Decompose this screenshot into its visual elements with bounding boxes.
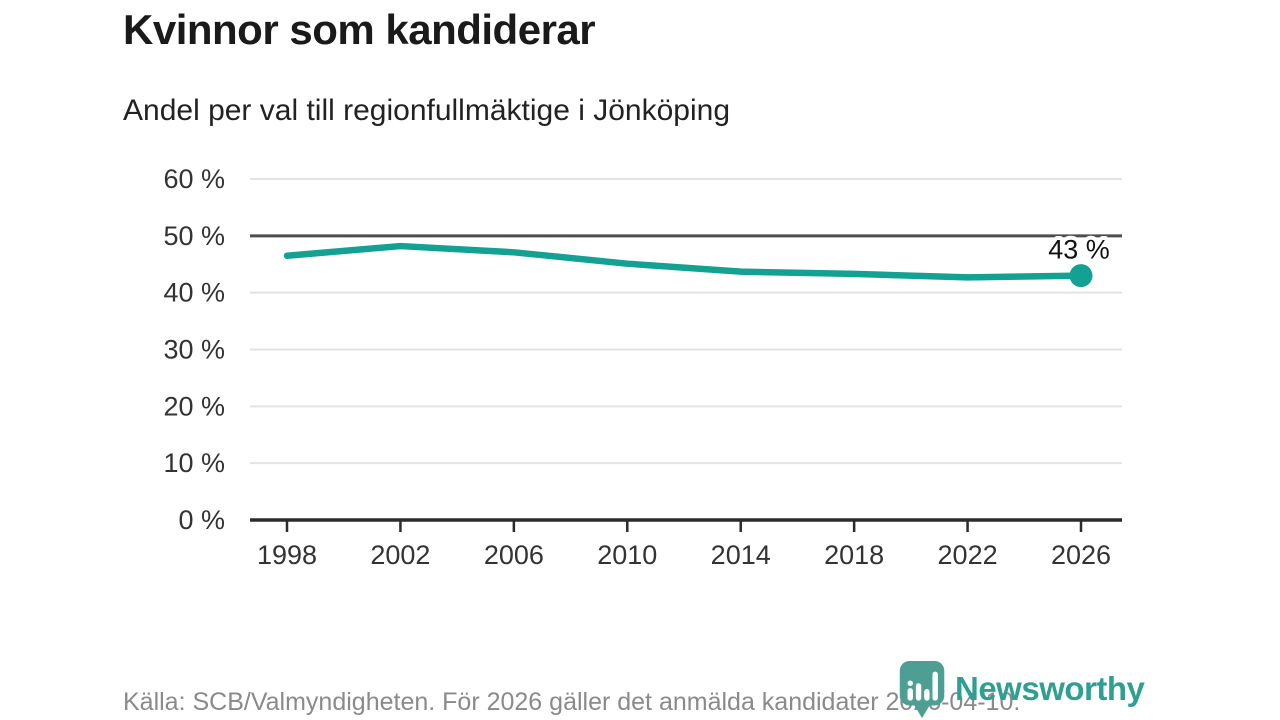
y-axis-tick-label: 40 %	[163, 278, 225, 308]
x-axis-tick-label: 2002	[370, 540, 430, 570]
newsworthy-logo: Newsworthy	[898, 660, 1168, 719]
chart-title: Kvinnor som kandiderar	[123, 6, 596, 53]
source-note: Källa: SCB/Valmyndigheten. För 2026 gäll…	[123, 688, 1021, 716]
y-axis-tick-label: 60 %	[163, 164, 225, 194]
x-axis-tick-label: 2014	[711, 540, 771, 570]
end-point-marker	[1069, 264, 1093, 288]
x-axis-tick-label: 1998	[257, 540, 317, 570]
data-line-women-share	[283, 242, 1085, 281]
x-axis-tick-label: 2006	[484, 540, 544, 570]
y-axis-tick-label: 0 %	[178, 505, 225, 535]
y-axis-tick-label: 20 %	[163, 391, 225, 421]
bar-chart-pin-icon	[899, 660, 945, 719]
x-axis-tick-label: 2018	[824, 540, 884, 570]
y-axis-tick-label: 10 %	[163, 448, 225, 478]
x-axis-tick-label: 2026	[1051, 540, 1111, 570]
chart-subtitle: Andel per val till regionfullmäktige i J…	[123, 94, 731, 127]
x-axis-tick-label: 2010	[597, 540, 657, 570]
y-axis-tick-label: 30 %	[163, 335, 225, 365]
y-axis-tick-label: 50 %	[163, 221, 225, 251]
line-chart: 0 % 10 % 20 % 30 % 40 % 50 % 60 % 1998 2002 2006 2…	[163, 164, 1122, 570]
x-axis-tick-label: 2022	[938, 540, 998, 570]
end-value-label: 43 %	[1048, 235, 1110, 265]
brand-name: Newsworthy	[955, 670, 1145, 707]
